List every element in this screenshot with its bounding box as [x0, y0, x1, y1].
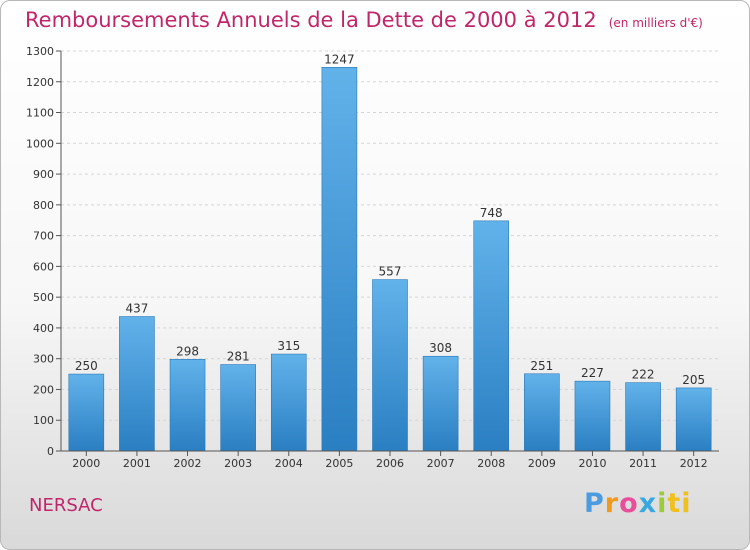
x-tick-label: 2005 [325, 457, 353, 470]
y-tick-label: 900 [33, 168, 54, 181]
logo-letter: ti [667, 488, 692, 519]
data-label: 1247 [324, 52, 355, 66]
bar [270, 353, 307, 452]
y-tick-label: 700 [33, 230, 54, 243]
bar [675, 387, 712, 452]
proxiti-logo: Proxiti [584, 488, 692, 519]
x-tick-label: 2010 [578, 457, 606, 470]
x-tick-label: 2006 [376, 457, 404, 470]
data-label: 222 [632, 368, 655, 382]
commune-name: NERSAC [29, 495, 103, 516]
x-tick-label: 2003 [224, 457, 252, 470]
x-tick-label: 2000 [72, 457, 100, 470]
data-label: 308 [429, 341, 452, 355]
bar [473, 220, 510, 452]
bar [574, 380, 611, 452]
x-tick-label: 2004 [275, 457, 303, 470]
data-label: 251 [530, 359, 553, 373]
logo-letter: P [584, 488, 605, 519]
y-tick-label: 1300 [26, 45, 54, 58]
logo-letter: x [638, 488, 658, 519]
bar [422, 355, 459, 452]
data-label: 281 [227, 350, 250, 364]
chart-title: Remboursements Annuels de la Dette de 20… [25, 8, 703, 32]
y-tick-label: 0 [47, 445, 54, 458]
logo-letter: i [657, 488, 668, 519]
bar [68, 373, 105, 452]
y-tick-label: 1100 [26, 107, 54, 120]
bar [169, 359, 206, 452]
data-label: 205 [682, 373, 705, 387]
x-tick-label: 2002 [174, 457, 202, 470]
data-label: 227 [581, 366, 604, 380]
data-label: 437 [125, 302, 148, 316]
data-label: 315 [277, 339, 300, 353]
logo-letter: r [604, 488, 620, 519]
x-tick-label: 2009 [528, 457, 556, 470]
bar [119, 316, 155, 452]
bar [372, 279, 408, 452]
y-tick-label: 500 [33, 291, 54, 304]
y-tick-label: 100 [33, 414, 54, 427]
y-tick-label: 600 [33, 260, 54, 273]
y-tick-label: 800 [33, 199, 54, 212]
logo-letter: o [619, 488, 639, 519]
x-tick-label: 2001 [123, 457, 151, 470]
y-tick-label: 200 [33, 383, 54, 396]
x-tick-label: 2012 [680, 457, 708, 470]
x-tick-label: 2011 [629, 457, 657, 470]
data-label: 298 [176, 344, 199, 358]
x-tick-label: 2008 [477, 457, 505, 470]
y-tick-label: 300 [33, 353, 54, 366]
x-axis: 2000 2001 2002 2003 2004 2005 2006 2007 2008 2009… [61, 450, 719, 470]
bar [220, 364, 256, 452]
y-axis: 0 100 200 300 400 500 600 700 800 900 1000 1100 1200… [26, 45, 62, 458]
y-tick-label: 400 [33, 322, 54, 335]
y-tick-label: 1200 [26, 76, 54, 89]
bar [524, 373, 560, 452]
bar [321, 67, 358, 452]
data-label: 748 [480, 206, 503, 220]
y-tick-label: 1000 [26, 137, 54, 150]
bar [625, 382, 661, 452]
data-label: 557 [379, 265, 402, 279]
chart-subtitle: (en milliers d'€) [608, 16, 703, 30]
bars: 250 437 298 281 315 1247 557 308 748 251 227 222 205 [68, 52, 712, 452]
data-label: 250 [75, 359, 98, 373]
x-tick-label: 2007 [427, 457, 455, 470]
title-text: Remboursements Annuels de la Dette de 20… [25, 8, 597, 32]
